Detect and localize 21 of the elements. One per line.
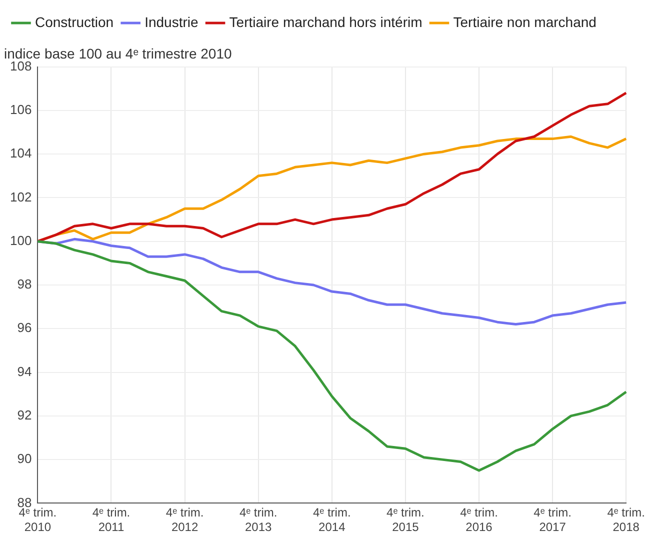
legend-label: Construction bbox=[35, 14, 114, 30]
legend-label: Tertiaire non marchand bbox=[453, 14, 596, 30]
y-tick-label: 94 bbox=[17, 364, 32, 379]
y-tick-label: 90 bbox=[17, 451, 32, 466]
x-tick-label: 4ᵉ trim. 2017 bbox=[534, 506, 572, 534]
y-tick-label: 104 bbox=[10, 146, 32, 161]
y-tick-label: 102 bbox=[10, 189, 32, 204]
legend-label: Industrie bbox=[144, 14, 199, 30]
y-tick-label: 98 bbox=[17, 276, 32, 292]
x-tick-label: 4ᵉ trim. 2011 bbox=[92, 506, 130, 534]
y-tick-label: 96 bbox=[17, 320, 32, 336]
y-tick-label: 100 bbox=[10, 232, 32, 248]
x-tick-label: 4ᵉ trim. 2012 bbox=[166, 506, 204, 534]
x-tick-label: 4ᵉ trim. 2014 bbox=[313, 506, 351, 534]
y-tick-label: 92 bbox=[17, 408, 32, 422]
x-tick-label: 4ᵉ trim. 2018 bbox=[607, 506, 645, 534]
legend-label: Tertiaire marchand hors intérim bbox=[229, 14, 422, 30]
x-tick-label: 4ᵉ trim. 2016 bbox=[460, 506, 498, 534]
x-tick-label: 4ᵉ trim. 2013 bbox=[239, 506, 278, 534]
x-tick-label: 4ᵉ trim. 2015 bbox=[386, 506, 424, 534]
y-tick-label: 106 bbox=[10, 102, 32, 118]
